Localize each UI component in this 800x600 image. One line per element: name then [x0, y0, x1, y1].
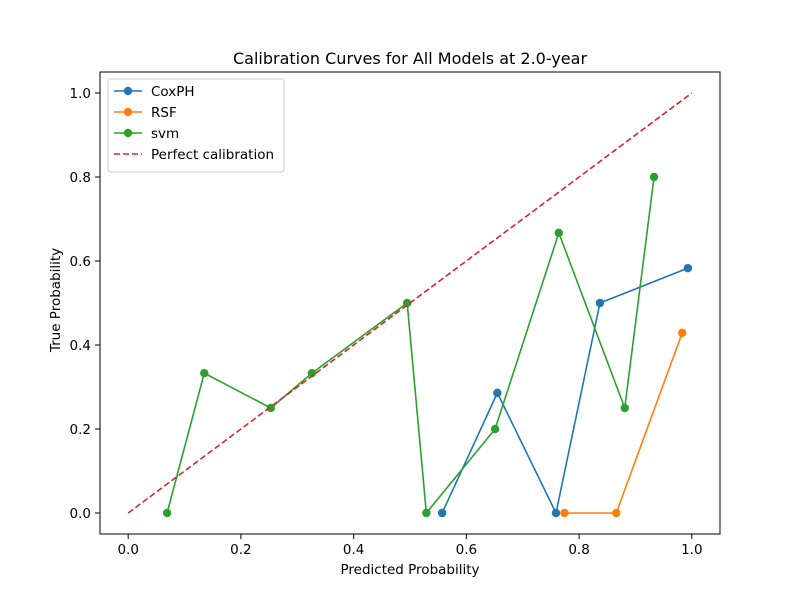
data-point-coxph [551, 508, 561, 518]
data-point-coxph [437, 508, 447, 518]
data-point-svm [402, 298, 412, 308]
data-point-svm [620, 403, 629, 413]
x-tick-label: 1.0 [681, 542, 702, 558]
y-tick-label: 0.4 [70, 338, 91, 354]
x-tick-label: 0.0 [117, 542, 138, 558]
data-point-svm [200, 368, 209, 378]
plot-area: 0.0 0.2 0.4 0.6 0.8 1.0 0.0 0.2 0.4 0.6 0.8 1.0 [70, 71, 721, 558]
data-point-coxph [683, 263, 693, 273]
data-point-svm [649, 172, 659, 182]
data-point-svm [422, 508, 431, 518]
legend-label-rsf: RSF [151, 105, 177, 121]
data-point-coxph [493, 388, 502, 398]
y-tick-label: 0.6 [70, 254, 91, 270]
data-point-rsf [678, 328, 687, 338]
legend-label-coxph: CoxPH [151, 84, 195, 100]
legend-box [107, 78, 285, 173]
data-point-coxph [595, 298, 605, 308]
legend-marker-svm [123, 128, 133, 138]
y-tick-label: 1.0 [70, 86, 91, 102]
legend: CoxPH RSF svm Perfect calibration [107, 78, 285, 173]
data-point-svm [162, 508, 172, 518]
legend-marker-coxph [123, 86, 133, 96]
y-tick-label: 0.2 [70, 422, 91, 438]
data-point-rsf [612, 508, 621, 518]
y-axis-label: True Probability [48, 248, 64, 353]
x-tick-label: 0.8 [568, 542, 589, 558]
data-point-rsf [560, 508, 569, 518]
data-group [127, 92, 693, 518]
chart-title: Calibration Curves for All Models at 2.0… [233, 49, 587, 68]
x-axis-label: Predicted Probability [340, 562, 479, 578]
x-tick-label: 0.2 [230, 542, 251, 558]
y-tick-label: 0.8 [70, 170, 91, 186]
legend-marker-rsf [123, 107, 133, 117]
legend-label-svm: svm [151, 126, 179, 142]
x-tick-label: 0.6 [456, 542, 477, 558]
series-line-svm [166, 176, 655, 516]
data-point-svm [490, 424, 500, 434]
legend-label-perfect-calibration: Perfect calibration [151, 147, 274, 163]
series-line-perfect-calibration [127, 92, 693, 514]
data-point-svm [554, 228, 563, 238]
y-tick-label: 0.0 [70, 506, 91, 522]
x-tick-label: 0.4 [343, 542, 364, 558]
axes-frame [99, 71, 721, 535]
data-point-svm [307, 368, 317, 378]
